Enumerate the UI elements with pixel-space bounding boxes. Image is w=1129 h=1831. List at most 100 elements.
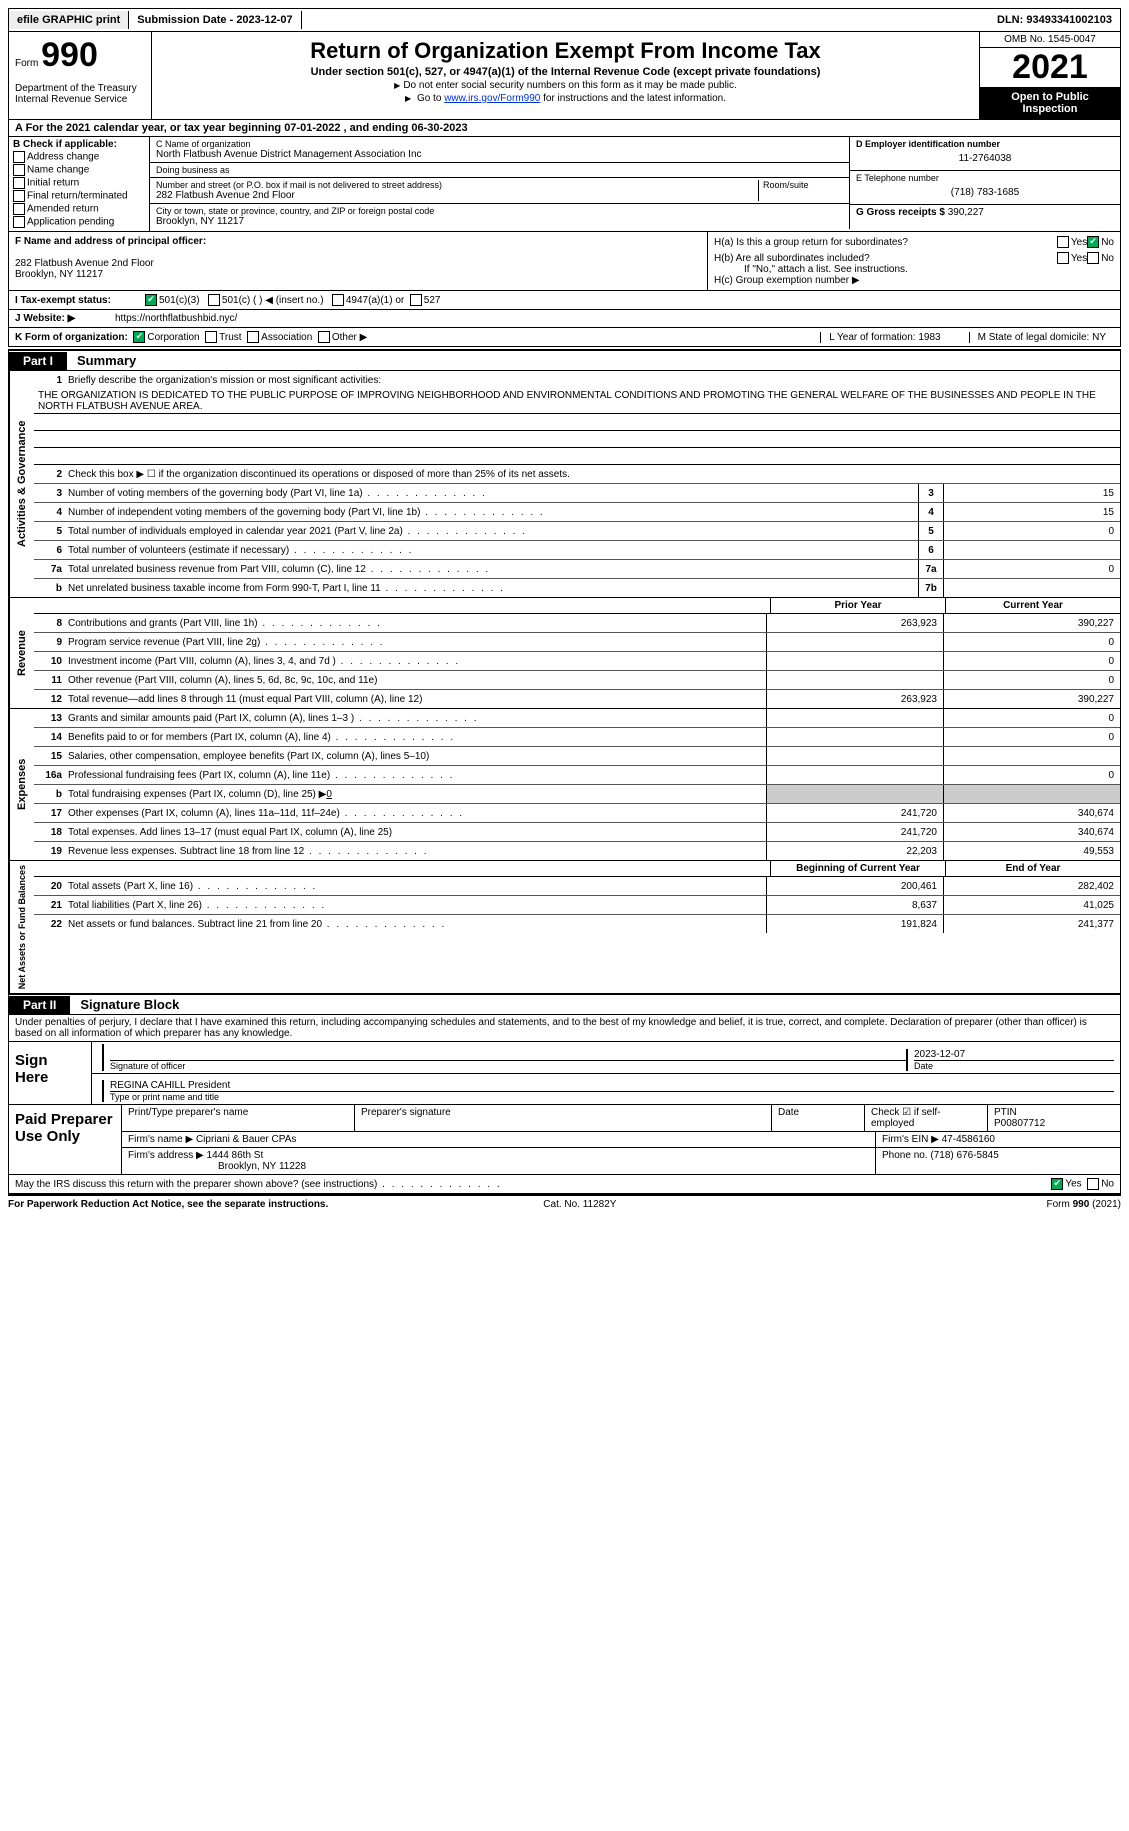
addr-lbl: Number and street (or P.O. box if mail i…: [156, 180, 758, 190]
tax-year: 2021: [980, 48, 1120, 87]
chk-final[interactable]: Final return/terminated: [13, 190, 145, 202]
summary-activities: Activities & Governance 1Briefly describ…: [8, 371, 1121, 598]
paid-lbl: Paid Preparer Use Only: [9, 1105, 121, 1174]
r15c: [943, 747, 1120, 765]
addr-cell: Number and street (or P.O. box if mail i…: [150, 178, 849, 204]
sig-name-lbl: Type or print name and title: [110, 1092, 1114, 1102]
r7a: Total unrelated business revenue from Pa…: [68, 562, 918, 577]
r11: Other revenue (Part VIII, column (A), li…: [68, 673, 766, 688]
self-emp[interactable]: Check ☑ if self-employed: [865, 1105, 988, 1131]
r22: Net assets or fund balances. Subtract li…: [68, 917, 766, 932]
r18p: 241,720: [766, 823, 943, 841]
chk-amended[interactable]: Amended return: [13, 203, 145, 215]
r4: Number of independent voting members of …: [68, 505, 918, 520]
chk-address[interactable]: Address change: [13, 151, 145, 163]
k-assoc[interactable]: Association: [261, 332, 312, 343]
note-2: Go to www.irs.gov/Form990 for instructio…: [156, 93, 975, 104]
ptin: P00807712: [994, 1118, 1045, 1129]
note2-post: for instructions and the latest informat…: [540, 93, 726, 104]
side-netassets: Net Assets or Fund Balances: [9, 861, 34, 993]
dln: DLN: 93493341002103: [989, 11, 1120, 29]
k-corp[interactable]: Corporation: [147, 332, 199, 343]
state-domicile: M State of legal domicile: NY: [969, 332, 1114, 343]
r3v: 15: [943, 484, 1120, 502]
row-i: I Tax-exempt status: 501(c)(3) 501(c) ( …: [8, 291, 1121, 310]
dept-label: Department of the Treasury Internal Reve…: [15, 83, 145, 105]
r17p: 241,720: [766, 804, 943, 822]
r7bv: [943, 579, 1120, 597]
addr: 282 Flatbush Avenue 2nd Floor: [156, 190, 758, 201]
part2-tab: Part II: [9, 996, 70, 1014]
row-a: A For the 2021 calendar year, or tax yea…: [8, 120, 1121, 137]
firm-ein: 47-4586160: [942, 1134, 995, 1145]
i-o4[interactable]: 527: [424, 295, 441, 306]
chk-pending[interactable]: Application pending: [13, 216, 145, 228]
form990-link[interactable]: www.irs.gov/Form990: [444, 93, 540, 104]
dba-cell: Doing business as: [150, 163, 849, 178]
r13: Grants and similar amounts paid (Part IX…: [68, 711, 766, 726]
i-o1[interactable]: 501(c)(3): [159, 295, 200, 306]
side-revenue: Revenue: [9, 598, 34, 708]
r9c: 0: [943, 633, 1120, 651]
firm-phone-cell: Phone no. (718) 676-5845: [876, 1148, 1120, 1174]
r2: Check this box ▶ ☐ if the organization d…: [68, 467, 1120, 482]
r12: Total revenue—add lines 8 through 11 (mu…: [68, 692, 766, 707]
r16ac: 0: [943, 766, 1120, 784]
chk-name[interactable]: Name change: [13, 164, 145, 176]
r1: Briefly describe the organization's miss…: [68, 373, 1120, 388]
section-c-wrap: C Name of organization North Flatbush Av…: [150, 137, 1120, 231]
website[interactable]: https://northflatbushbid.nyc/: [115, 313, 237, 324]
mission: THE ORGANIZATION IS DEDICATED TO THE PUB…: [34, 389, 1120, 414]
r16b-val: 0: [326, 789, 332, 800]
r16a: Professional fundraising fees (Part IX, …: [68, 768, 766, 783]
form-subtitle: Under section 501(c), 527, or 4947(a)(1)…: [156, 66, 975, 78]
part1-title: Summary: [67, 351, 146, 370]
row-j: J Website: ▶ https://northflatbushbid.ny…: [8, 310, 1121, 328]
ein-lbl: D Employer identification number: [856, 139, 1000, 149]
open-inspection: Open to Public Inspection: [980, 87, 1120, 119]
r7b: Net unrelated business taxable income fr…: [68, 581, 918, 596]
firm-ein-cell: Firm's EIN ▶ 47-4586160: [876, 1132, 1120, 1147]
form-label: Form: [15, 58, 38, 69]
firm-addr-cell: Firm's address ▶ 1444 86th St Brooklyn, …: [122, 1148, 876, 1174]
footer-left: For Paperwork Reduction Act Notice, see …: [8, 1199, 328, 1210]
r4v: 15: [943, 503, 1120, 521]
begin-hdr: Beginning of Current Year: [770, 861, 945, 876]
side-expenses: Expenses: [9, 709, 34, 860]
sig-name: REGINA CAHILL President: [110, 1080, 1114, 1092]
k-trust[interactable]: Trust: [219, 332, 241, 343]
firm-phone-lbl: Phone no.: [882, 1150, 928, 1161]
chk-initial[interactable]: Initial return: [13, 177, 145, 189]
i-o3[interactable]: 4947(a)(1) or: [346, 295, 404, 306]
gross-cell: G Gross receipts $ 390,227: [850, 205, 1120, 220]
footer: For Paperwork Reduction Act Notice, see …: [8, 1194, 1121, 1213]
side-activities: Activities & Governance: [9, 371, 34, 597]
i-o2[interactable]: 501(c) ( ) ◀ (insert no.): [222, 295, 324, 306]
r12p: 263,923: [766, 690, 943, 708]
ptin-lbl: PTIN: [994, 1107, 1017, 1118]
r15: Salaries, other compensation, employee b…: [68, 749, 766, 764]
r11c: 0: [943, 671, 1120, 689]
sig-officer-lbl: Signature of officer: [110, 1061, 906, 1071]
h-a: H(a) Is this a group return for subordin…: [714, 237, 1057, 248]
r16b: Total fundraising expenses (Part IX, col…: [68, 787, 766, 802]
discuss-text: May the IRS discuss this return with the…: [15, 1179, 502, 1190]
r21: Total liabilities (Part X, line 26): [68, 898, 766, 913]
room-lbl: Room/suite: [763, 180, 843, 190]
firm-name-cell: Firm's name ▶ Cipriani & Bauer CPAs: [122, 1132, 876, 1147]
r14: Benefits paid to or for members (Part IX…: [68, 730, 766, 745]
ein: 11-2764038: [856, 149, 1114, 168]
city: Brooklyn, NY 11217: [156, 216, 843, 227]
form-number: 990: [41, 36, 98, 75]
firm-addr-lbl: Firm's address ▶: [128, 1150, 204, 1161]
k-other[interactable]: Other ▶: [332, 332, 367, 343]
r22p: 191,824: [766, 915, 943, 933]
org-name-cell: C Name of organization North Flatbush Av…: [150, 137, 849, 163]
efile-btn[interactable]: efile GRAPHIC print: [9, 11, 129, 29]
r17c: 340,674: [943, 804, 1120, 822]
r20p: 200,461: [766, 877, 943, 895]
prior-hdr: Prior Year: [770, 598, 945, 613]
b-header: B Check if applicable:: [13, 139, 117, 150]
sections-fh: F Name and address of principal officer:…: [8, 232, 1121, 291]
r19: Revenue less expenses. Subtract line 18 …: [68, 844, 766, 859]
